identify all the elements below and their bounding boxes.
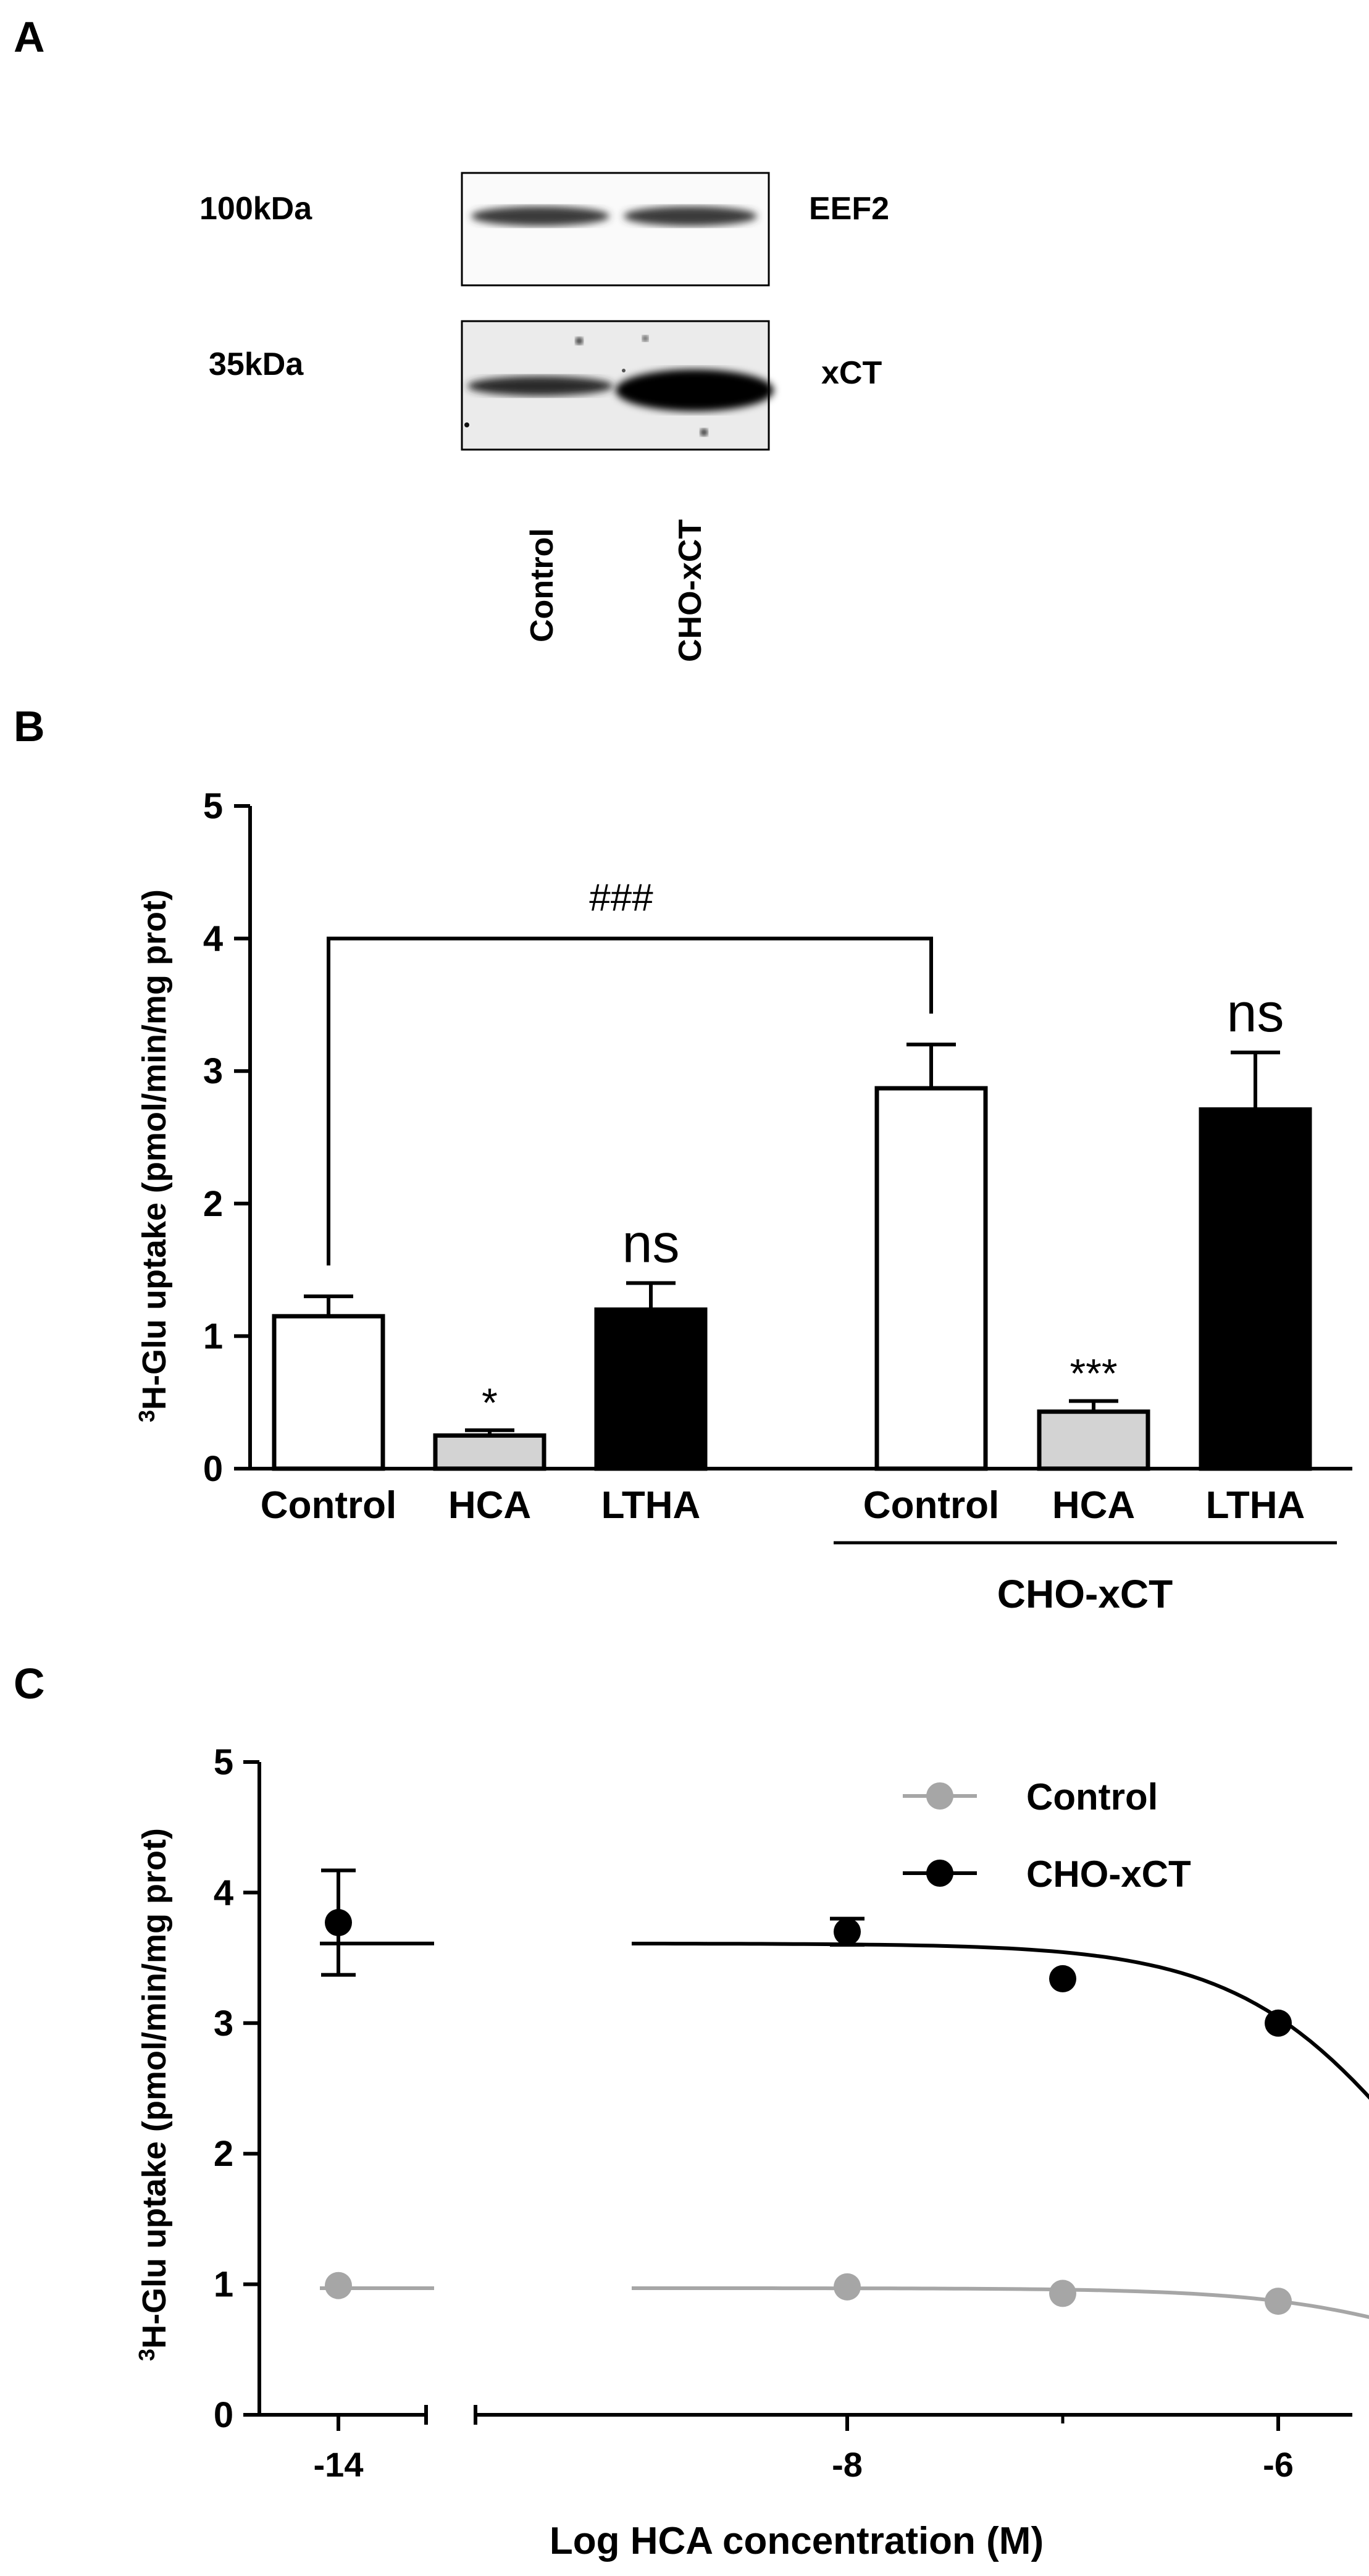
significance-ns: ns xyxy=(1227,982,1284,1043)
significance-asterisk: *** xyxy=(1070,1351,1117,1396)
x-tick-label: -6 xyxy=(1263,2445,1294,2484)
data-point xyxy=(1049,1965,1076,1992)
data-point xyxy=(1265,2288,1292,2315)
y-axis-label: 3H-Glu uptake (pmol/min/mg prot) xyxy=(134,1828,173,2361)
bar-chart: B 0 1 2 3 4 5 Control HCA LTHA Control HCA LTHA * n… xyxy=(14,702,1352,1616)
band-label-xct: xCT xyxy=(821,355,882,391)
data-point xyxy=(325,2272,352,2299)
y-tick-label: 5 xyxy=(214,1742,233,1782)
lane-label-control: Control xyxy=(524,528,560,642)
lane-label-cho-xct: CHO-xCT xyxy=(672,519,708,662)
marker-35kda: 35kDa xyxy=(209,346,304,382)
band-label-eef2: EEF2 xyxy=(809,191,890,227)
comparison-label: ### xyxy=(589,877,653,920)
y-tick-label: 1 xyxy=(214,2265,233,2305)
x-axis-label: Log HCA concentration (M) xyxy=(550,2520,1044,2562)
band-xct-cho-xct xyxy=(616,369,774,411)
band-eef2-control xyxy=(471,206,609,226)
y-tick-label: 4 xyxy=(214,1873,233,1913)
significance-asterisk: * xyxy=(482,1380,498,1425)
blot-xct-image xyxy=(461,320,774,451)
y-tick-label: 3 xyxy=(214,2003,233,2044)
bar xyxy=(1199,1107,1312,1471)
x-tick-label: LTHA xyxy=(1206,1484,1305,1527)
y-tick-label: 0 xyxy=(203,1449,223,1489)
legend-label: Control xyxy=(1026,1776,1158,1818)
fit-curve xyxy=(632,2286,1369,2319)
x-tick-label: HCA xyxy=(448,1484,531,1527)
legend-marker xyxy=(926,1782,953,1810)
y-axis-label: 3H-Glu uptake (pmol/min/mg prot) xyxy=(134,889,173,1422)
data-point xyxy=(1049,2280,1076,2307)
data-point xyxy=(1265,2009,1292,2037)
fit-curve xyxy=(632,1942,1369,2100)
bar xyxy=(1037,1409,1150,1471)
legend-marker xyxy=(926,1860,953,1887)
band-eef2-cho-xct xyxy=(624,206,757,226)
band-xct-control xyxy=(467,376,613,396)
data-point xyxy=(325,1909,352,1937)
y-tick-label: 1 xyxy=(203,1316,223,1356)
bar xyxy=(594,1307,708,1471)
marker-100kda: 100kDa xyxy=(199,191,312,227)
x-tick-label: Control xyxy=(261,1484,396,1527)
blot-images xyxy=(461,172,774,451)
x-tick-label: -14 xyxy=(314,2445,364,2484)
y-tick-label: 2 xyxy=(214,2134,233,2174)
y-tick-label: 0 xyxy=(214,2395,233,2435)
panel-c-letter: C xyxy=(14,1659,45,1708)
y-tick-label: 4 xyxy=(203,919,223,959)
y-tick-label: 2 xyxy=(203,1184,223,1224)
y-tick-label: 5 xyxy=(203,786,223,826)
bar xyxy=(272,1314,385,1471)
bar xyxy=(874,1086,988,1471)
group-label: CHO-xCT xyxy=(997,1572,1173,1616)
y-tick-label: 3 xyxy=(203,1051,223,1091)
x-tick-label: HCA xyxy=(1052,1484,1135,1527)
bar xyxy=(433,1433,546,1471)
data-point xyxy=(834,2273,861,2301)
blot-eef2-image xyxy=(461,172,770,287)
comparison-bracket xyxy=(327,936,933,1266)
x-tick-label: -8 xyxy=(832,2445,863,2484)
x-tick-label: Control xyxy=(863,1484,999,1527)
legend-label: CHO-xCT xyxy=(1026,1853,1191,1895)
panel-a-letter: A xyxy=(14,13,45,61)
significance-ns: ns xyxy=(622,1213,680,1274)
x-tick-label: LTHA xyxy=(601,1484,701,1527)
data-point xyxy=(834,1918,861,1945)
panel-b-letter: B xyxy=(14,702,45,750)
